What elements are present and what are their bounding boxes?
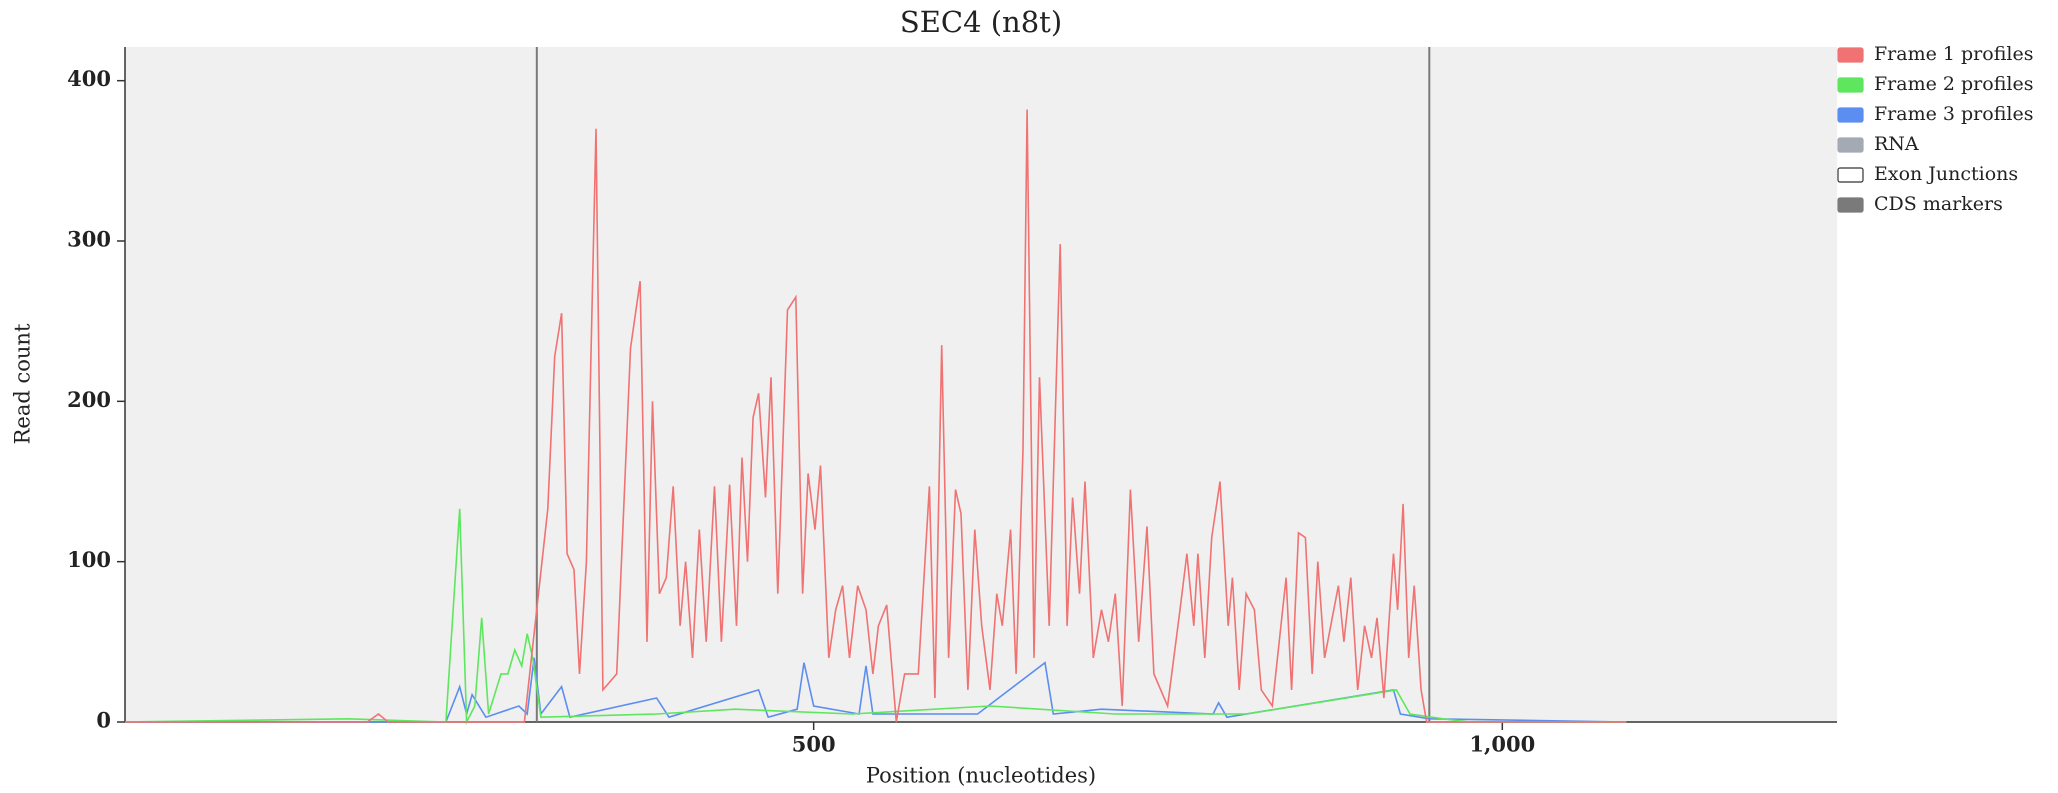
series-line [125,657,1627,723]
legend-label: Frame 3 profiles [1874,103,2033,125]
x-tick-label: 1,000 [1469,732,1535,757]
legend-label: Frame 1 profiles [1874,43,2033,65]
x-tick-label: 500 [792,732,836,757]
legend-label: Exon Junctions [1874,163,2018,185]
y-tick-label: 0 [96,708,111,733]
y-tick-label: 100 [67,547,111,572]
chart-title: SEC4 (n8t) [900,5,1062,39]
legend-swatch [1837,137,1864,153]
legend-label: Frame 2 profiles [1874,73,2033,95]
legend-swatch [1837,77,1864,93]
y-tick-label: 300 [67,227,111,252]
legend-swatch [1837,47,1864,63]
y-tick-label: 200 [67,387,111,412]
series-line [124,508,1627,726]
legend-label: CDS markers [1874,193,2003,215]
y-tick-label: 400 [67,66,111,91]
legend-swatch [1837,167,1864,183]
x-axis-label: Position (nucleotides) [866,764,1096,788]
series-line [125,109,1627,723]
y-axis-label: Read count [11,323,35,444]
legend-swatch [1837,197,1864,213]
legend-label: RNA [1874,133,1919,155]
legend-swatch [1837,107,1864,123]
